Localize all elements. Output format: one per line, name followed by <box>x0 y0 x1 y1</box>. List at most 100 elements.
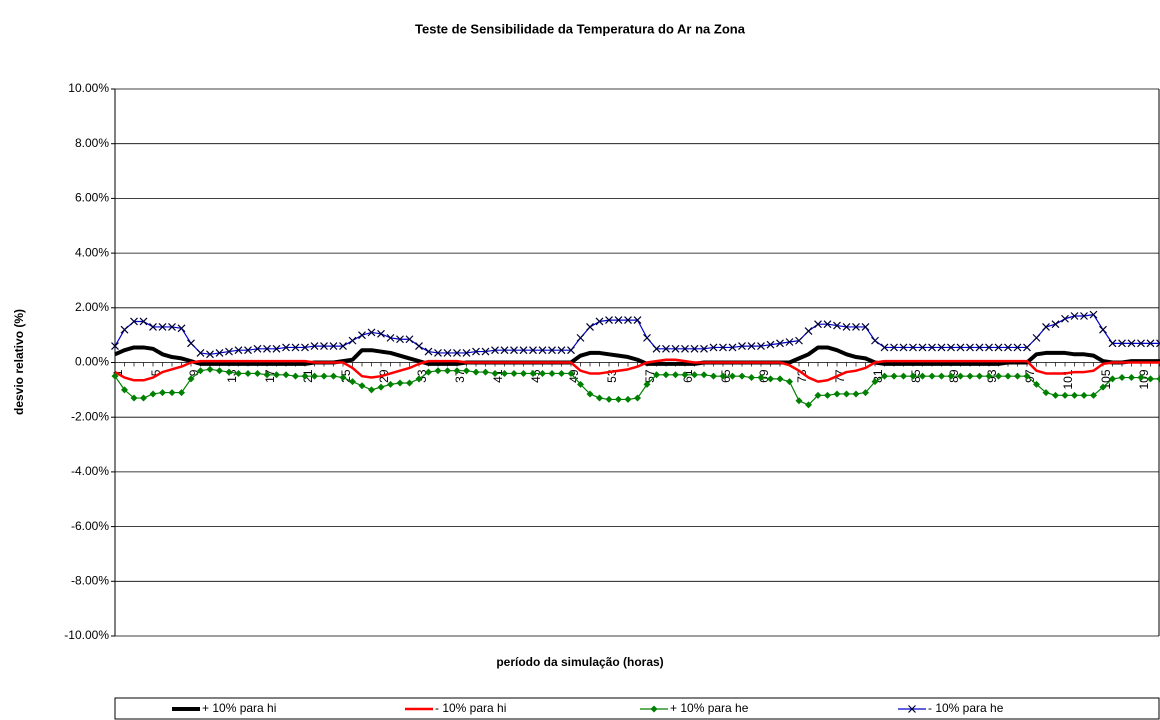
point-marker <box>804 327 813 335</box>
x-tick-label: 5 <box>149 369 163 376</box>
point-marker <box>1080 312 1088 320</box>
y-tick-label: -6.00% <box>71 519 109 533</box>
point-marker <box>491 369 499 377</box>
point-marker <box>462 349 471 357</box>
legend-marker <box>908 705 916 713</box>
point-marker <box>928 343 936 352</box>
point-marker <box>273 371 280 379</box>
x-tick-label: 41 <box>491 369 505 383</box>
point-marker <box>1108 339 1117 348</box>
point-marker <box>225 347 233 356</box>
point-marker <box>1090 391 1097 399</box>
point-marker <box>567 369 575 377</box>
y-tick-label: 10.00% <box>68 81 109 95</box>
point-marker <box>529 346 537 355</box>
series-line <box>114 358 1160 383</box>
point-marker <box>244 369 252 377</box>
point-marker <box>320 342 328 351</box>
point-marker <box>928 372 936 380</box>
point-marker <box>966 343 974 352</box>
point-marker <box>738 372 746 380</box>
point-marker <box>158 323 167 331</box>
point-marker <box>1127 339 1136 348</box>
point-marker <box>368 386 375 394</box>
point-marker <box>700 344 708 353</box>
point-marker <box>396 379 404 387</box>
point-marker <box>339 342 347 351</box>
point-marker <box>557 346 566 355</box>
legend-box <box>114 697 1160 720</box>
point-marker <box>500 346 509 355</box>
point-marker <box>349 378 356 386</box>
point-marker <box>387 380 394 388</box>
point-marker <box>710 372 717 380</box>
point-marker <box>225 368 233 376</box>
point-marker <box>643 333 651 342</box>
point-marker <box>263 371 271 379</box>
point-marker <box>1061 391 1069 399</box>
point-marker <box>1118 339 1126 348</box>
point-marker <box>634 394 641 402</box>
point-marker <box>548 369 556 377</box>
point-marker <box>662 371 670 379</box>
point-marker <box>358 331 366 340</box>
point-marker <box>586 323 594 331</box>
y-tick-label: 6.00% <box>75 191 109 205</box>
x-axis-title: período da simulação (horas) <box>496 655 663 669</box>
point-marker <box>1013 343 1022 352</box>
point-marker <box>130 394 138 402</box>
point-marker <box>1080 391 1088 399</box>
point-marker <box>1109 375 1116 383</box>
point-marker <box>653 371 660 379</box>
point-marker <box>729 372 736 380</box>
point-marker <box>234 346 243 355</box>
point-marker <box>235 369 242 377</box>
point-marker <box>1156 339 1160 348</box>
point-marker <box>681 371 689 379</box>
point-marker <box>405 335 414 344</box>
point-marker <box>691 371 698 379</box>
point-marker <box>994 343 1003 352</box>
point-marker <box>652 344 661 353</box>
point-marker <box>624 395 632 403</box>
point-marker <box>795 336 803 345</box>
point-marker <box>481 347 490 356</box>
x-tick-label: 45 <box>529 369 543 383</box>
point-marker <box>824 391 831 399</box>
point-marker <box>957 372 964 380</box>
point-marker <box>244 346 252 355</box>
point-marker <box>443 349 452 357</box>
point-marker <box>1146 339 1155 348</box>
point-marker <box>918 343 927 352</box>
point-marker <box>263 344 271 353</box>
point-marker <box>121 386 128 394</box>
point-marker <box>406 379 413 387</box>
point-marker <box>785 338 794 346</box>
point-marker <box>805 401 812 409</box>
point-marker <box>681 344 689 353</box>
point-marker <box>766 340 775 349</box>
point-marker <box>215 349 224 357</box>
legend-marker <box>650 705 658 713</box>
point-marker <box>292 372 299 380</box>
point-marker <box>643 380 651 388</box>
point-marker <box>386 333 395 342</box>
point-marker <box>1071 391 1078 399</box>
point-marker <box>197 367 204 375</box>
point-marker <box>140 394 147 402</box>
point-marker <box>881 372 888 380</box>
point-marker <box>909 343 917 352</box>
point-marker <box>690 344 699 353</box>
point-marker <box>605 395 613 403</box>
point-marker <box>985 343 993 352</box>
point-marker <box>976 372 983 380</box>
point-marker <box>1099 383 1107 391</box>
point-marker <box>1023 372 1031 380</box>
point-marker <box>937 343 946 352</box>
point-marker <box>358 382 366 390</box>
y-axis-title: desvio relativo (%) <box>12 309 26 415</box>
point-marker <box>605 316 613 325</box>
point-marker <box>453 349 461 357</box>
point-marker <box>938 372 945 380</box>
point-marker <box>871 378 879 386</box>
